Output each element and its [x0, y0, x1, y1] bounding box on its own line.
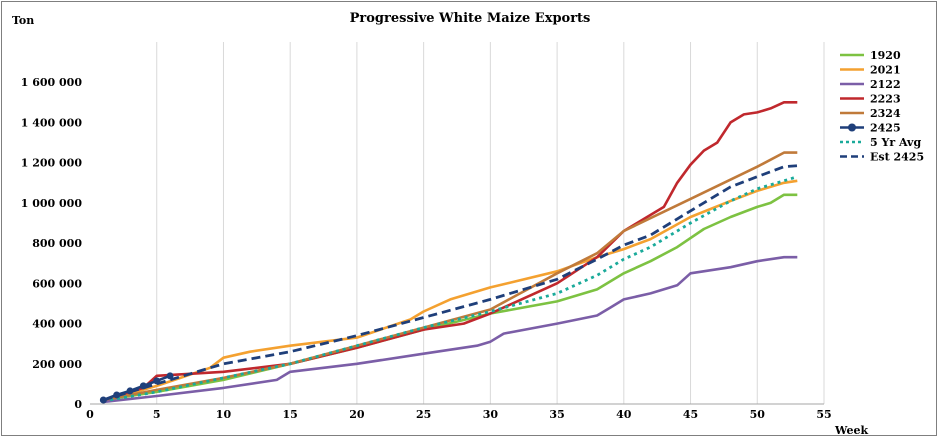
chart-title: Progressive White Maize Exports — [350, 11, 591, 26]
x-tick-label: 25 — [416, 408, 431, 421]
x-tick-label: 45 — [683, 408, 698, 421]
legend-label: 2021 — [870, 64, 901, 77]
legend-label: 2324 — [870, 107, 901, 120]
y-tick-label: 1 000 000 — [21, 197, 83, 210]
x-axis-label: Week — [834, 424, 868, 437]
x-tick-label: 20 — [349, 408, 365, 421]
legend-label: Est 2425 — [870, 151, 924, 164]
series-line-2223 — [102, 101, 798, 402]
series-line-est-2425 — [102, 164, 798, 402]
y-tick-label: 800 000 — [32, 237, 82, 250]
y-tick-label: 400 000 — [32, 318, 82, 331]
x-tick-label: 10 — [216, 408, 232, 421]
series-point-2425 — [99, 396, 107, 404]
axes: 0 5 10 15 20 25 30 35 40 45 50 55 0 200 000 400 000 600… — [21, 76, 832, 421]
legend-label: 2122 — [870, 78, 901, 91]
x-tick-label: 30 — [483, 408, 499, 421]
y-tick-label: 600 000 — [32, 277, 82, 290]
x-tick-label: 15 — [283, 408, 298, 421]
legend-label: 1920 — [870, 49, 901, 62]
legend-label: 2223 — [870, 93, 901, 106]
series-line-2122 — [103, 255, 798, 404]
series-line-2021 — [102, 179, 798, 403]
y-tick-label: 0 — [74, 398, 82, 411]
y-tick-label: 1 200 000 — [21, 157, 83, 170]
series-point-2425 — [126, 387, 134, 395]
series-group — [99, 101, 798, 404]
x-tick-label: 0 — [86, 408, 94, 421]
y-tick-label: 1 600 000 — [21, 76, 83, 89]
legend-label: 2425 — [870, 122, 901, 135]
series-line-2324 — [103, 151, 798, 402]
legend-label: 5 Yr Avg — [870, 136, 921, 149]
series-point-2425 — [153, 377, 161, 385]
x-tick-label: 55 — [816, 408, 831, 421]
x-tick-label: 5 — [153, 408, 161, 421]
legend-marker — [848, 123, 856, 132]
x-tick-label: 50 — [750, 408, 766, 421]
x-tick-label: 40 — [616, 408, 632, 421]
series-point-2425 — [113, 391, 121, 399]
series-point-2425 — [166, 372, 174, 380]
series-point-2425 — [139, 382, 147, 390]
y-tick-label: 200 000 — [32, 358, 82, 371]
y-tick-label: 1 400 000 — [21, 116, 83, 129]
x-tick-label: 35 — [549, 408, 564, 421]
series-line-5-yr-avg — [103, 175, 798, 403]
y-axis-label: Ton — [12, 14, 34, 27]
